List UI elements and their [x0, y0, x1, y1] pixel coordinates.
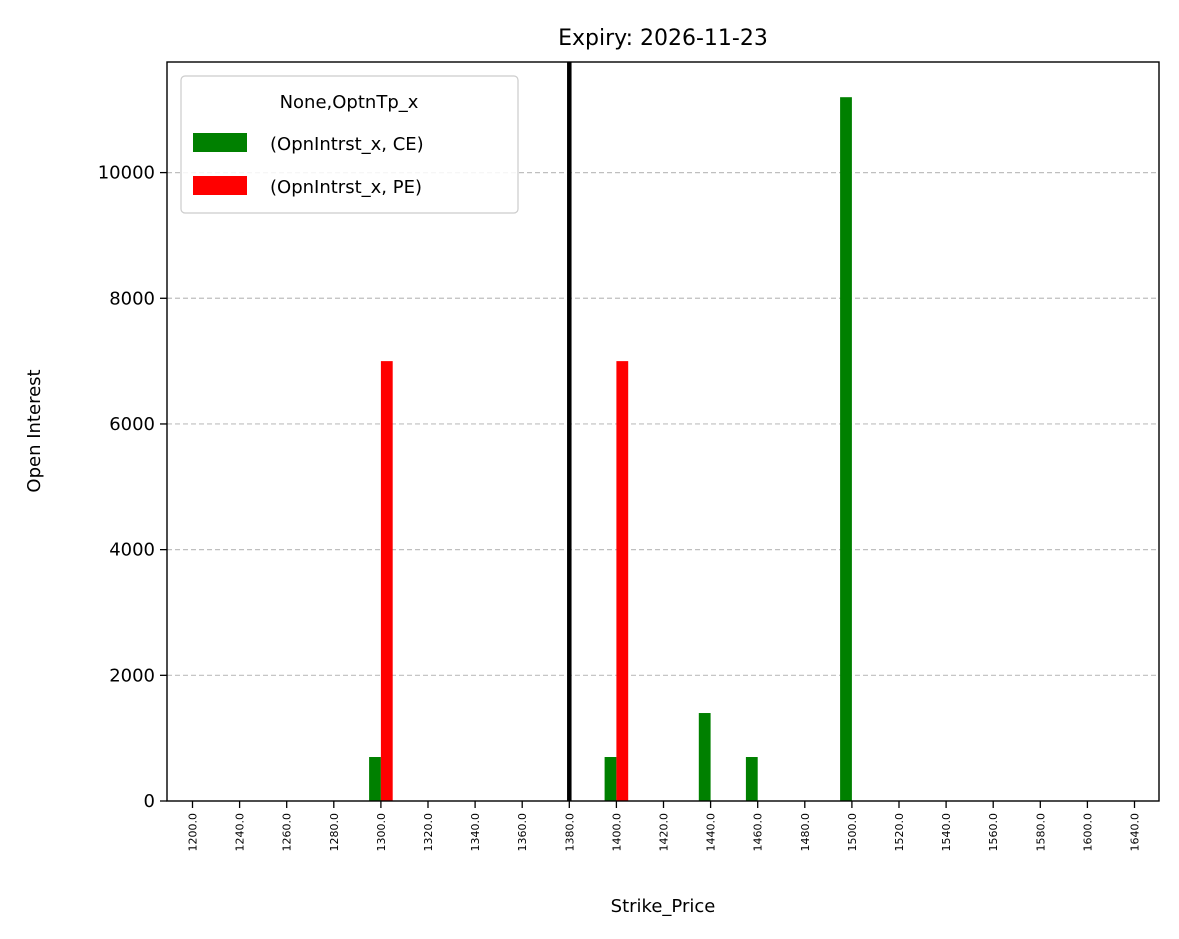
- y-axis: 0 2000 4000 6000 8000 10000: [98, 163, 167, 812]
- grid-layer: [167, 171, 1159, 676]
- bar-pe-1300.0: [380, 361, 393, 801]
- y-tick-label: 8000: [109, 288, 155, 309]
- legend-label-ce: (OpnIntrst_x, CE): [270, 134, 424, 155]
- bar-ce-1440.0: [698, 713, 711, 801]
- x-axis-label: Strike_Price: [611, 896, 716, 917]
- x-tick-label: 1460.0: [752, 813, 765, 852]
- y-tick-label: 0: [144, 791, 155, 812]
- x-tick-label: 1600.0: [1081, 813, 1094, 852]
- chart-title: Expiry: 2026-11-23: [558, 26, 768, 51]
- bar-pe-1400.0: [616, 361, 629, 801]
- x-tick-label: 1400.0: [610, 813, 623, 852]
- x-tick-label: 1500.0: [846, 813, 859, 852]
- legend-title: None,OptnTp_x: [280, 92, 419, 113]
- x-tick-label: 1280.0: [328, 813, 341, 852]
- x-tick-label: 1580.0: [1034, 813, 1047, 852]
- legend-box: [180, 75, 519, 214]
- x-tick-label: 1340.0: [469, 813, 482, 852]
- y-axis-label: Open Interest: [24, 369, 45, 492]
- x-tick-label: 1640.0: [1129, 813, 1142, 852]
- x-tick-label: 1260.0: [281, 813, 294, 852]
- x-tick-label: 1300.0: [375, 813, 388, 852]
- legend-swatch-pe: [193, 176, 247, 195]
- y-tick-label: 10000: [98, 163, 155, 184]
- x-tick-label: 1540.0: [940, 813, 953, 852]
- x-tick-label: 1240.0: [234, 813, 247, 852]
- legend: None,OptnTp_x (OpnIntrst_x, CE) (OpnIntr…: [180, 75, 519, 214]
- y-tick-label: 6000: [109, 414, 155, 435]
- x-tick-label: 1420.0: [658, 813, 671, 852]
- x-axis: 1200.0 1240.0 1260.0 1280.0 1300.0 1320.0 1340…: [187, 801, 1142, 852]
- y-tick-label: 2000: [109, 665, 155, 686]
- bars-layer: [369, 97, 852, 801]
- bar-ce-1500.0: [840, 97, 852, 801]
- y-tick-label: 4000: [109, 540, 155, 561]
- x-tick-label: 1520.0: [893, 813, 906, 852]
- legend-label-pe: (OpnIntrst_x, PE): [270, 177, 422, 198]
- x-tick-label: 1320.0: [422, 813, 435, 852]
- bar-ce-1460.0: [745, 757, 758, 801]
- x-tick-label: 1200.0: [187, 813, 200, 852]
- x-tick-label: 1380.0: [563, 813, 576, 852]
- bar-ce-1300.0: [369, 757, 381, 801]
- x-tick-label: 1440.0: [705, 813, 718, 852]
- x-tick-label: 1360.0: [516, 813, 529, 852]
- legend-swatch-ce: [193, 133, 247, 152]
- bar-ce-1400.0: [604, 757, 617, 801]
- x-tick-label: 1560.0: [987, 813, 1000, 852]
- x-tick-label: 1480.0: [799, 813, 812, 852]
